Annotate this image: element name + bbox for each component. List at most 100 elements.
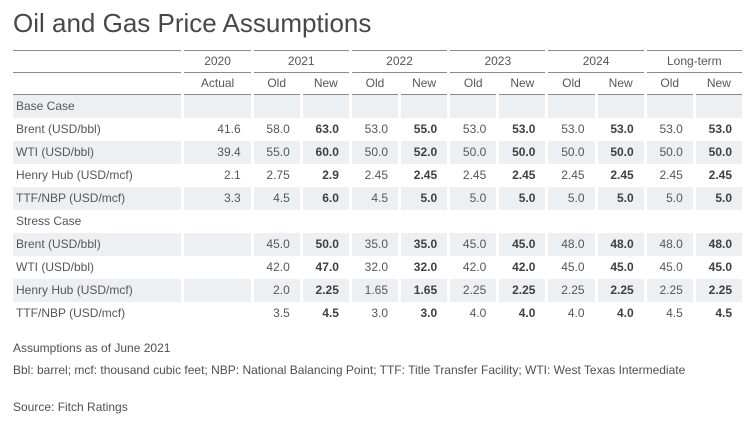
value-cell: 53.0 — [462, 122, 487, 137]
value-cell: 2.45 — [364, 168, 389, 183]
value-cell: 2.25 — [499, 278, 546, 302]
value-cell: 1.65 — [401, 278, 448, 302]
year-header: 2020 — [184, 49, 251, 73]
value-cell: 6.0 — [302, 186, 349, 210]
value-cell: 50.0 — [646, 140, 693, 164]
value-cell: 5.0 — [499, 186, 546, 210]
value-cell: 45.0 — [499, 232, 546, 256]
table-corner — [13, 49, 182, 73]
year-header: 2021 — [253, 49, 349, 73]
value-cell — [184, 256, 250, 279]
value-cell: 2.25 — [548, 278, 595, 302]
value-cell: 58.0 — [266, 122, 290, 137]
value-cell: 2.0 — [253, 278, 300, 302]
section-header-row: Base Case — [13, 94, 742, 118]
section-header-row: Stress Case — [13, 210, 742, 233]
value-cell: 53.0 — [610, 122, 634, 137]
empty-cell — [303, 210, 349, 233]
value-cell: 48.0 — [695, 232, 742, 256]
value-cell: 39.4 — [184, 140, 251, 164]
source-attribution: Source: Fitch Ratings — [13, 400, 128, 415]
value-cell: 50.0 — [302, 232, 349, 256]
value-cell: 60.0 — [302, 140, 349, 164]
subcolumn-header: New — [401, 73, 448, 95]
value-cell: 53.0 — [364, 122, 389, 137]
price-assumptions-table: 2020 2021 2022 2023 2024 Long-term Actual Old Ne… — [10, 49, 745, 325]
value-cell: 32.0 — [364, 260, 389, 275]
value-cell: 55.0 — [253, 140, 300, 164]
value-cell: 45.0 — [450, 232, 497, 256]
value-cell: 2.9 — [322, 168, 339, 183]
value-cell: 2.45 — [708, 168, 732, 183]
subcolumn-header: Old — [548, 73, 595, 95]
empty-cell — [184, 94, 251, 118]
value-cell: 52.0 — [401, 140, 448, 164]
value-cell: 53.0 — [561, 122, 585, 137]
value-cell: 4.5 — [322, 306, 339, 321]
value-cell — [184, 232, 251, 256]
value-cell: 50.0 — [351, 140, 399, 164]
value-cell: 2.25 — [646, 278, 693, 302]
empty-cell — [696, 210, 742, 233]
row-label: Henry Hub (USD/mcf) — [13, 278, 182, 302]
table-row: TTF/NBP (USD/mcf) 3.5 4.5 3.0 3.0 4.0 4.0 4.0 4.… — [13, 302, 742, 325]
value-cell: 4.0 — [469, 306, 487, 321]
value-cell: 50.0 — [597, 140, 644, 164]
value-cell: 4.5 — [666, 306, 683, 321]
value-cell: 2.25 — [450, 278, 497, 302]
value-cell: 2.45 — [659, 168, 683, 183]
empty-cell — [352, 210, 398, 233]
value-cell: 32.0 — [413, 260, 438, 275]
value-cell: 4.5 — [253, 186, 300, 210]
table-row: WTI (USD/bbl) 42.0 47.0 32.0 32.0 42.0 42.0 45.… — [13, 256, 742, 279]
row-label: Brent (USD/bbl) — [16, 122, 101, 137]
value-cell: 47.0 — [315, 260, 339, 275]
value-cell: 4.5 — [715, 306, 732, 321]
section-label: Stress Case — [16, 214, 82, 229]
table-row: TTF/NBP (USD/mcf) 3.3 4.5 6.0 4.5 5.0 5.0 5.0 5.… — [13, 186, 742, 210]
value-cell: 3.5 — [273, 306, 290, 321]
empty-cell — [450, 94, 497, 118]
empty-cell — [597, 94, 644, 118]
value-cell: 41.6 — [217, 122, 241, 137]
empty-cell — [253, 94, 300, 118]
value-cell: 2.45 — [512, 168, 536, 183]
value-cell: 50.0 — [450, 140, 497, 164]
value-cell: 2.45 — [462, 168, 487, 183]
subcolumn-header: Old — [450, 73, 497, 95]
year-header: 2024 — [548, 49, 644, 73]
table-row: Henry Hub (USD/mcf) 2.1 2.75 2.9 2.45 2.45 2.4… — [13, 164, 742, 187]
value-cell: 42.0 — [462, 260, 487, 275]
value-cell: 45.0 — [561, 260, 585, 275]
value-cell: 48.0 — [646, 232, 693, 256]
value-cell: 50.0 — [695, 140, 742, 164]
value-cell: 1.65 — [351, 278, 399, 302]
value-cell: 2.25 — [597, 278, 644, 302]
value-cell: 48.0 — [597, 232, 644, 256]
empty-cell — [499, 210, 545, 233]
subcolumn-header: New — [695, 73, 742, 95]
value-cell: 2.45 — [413, 168, 438, 183]
row-label: WTI (USD/bbl) — [13, 140, 182, 164]
value-cell: 5.0 — [450, 186, 497, 210]
value-cell: 45.0 — [610, 260, 634, 275]
empty-cell — [598, 210, 644, 233]
empty-cell — [302, 94, 349, 118]
value-cell: 42.0 — [266, 260, 290, 275]
subcolumn-header: Old — [646, 73, 693, 95]
value-cell: 45.0 — [708, 260, 732, 275]
value-cell: 45.0 — [253, 232, 300, 256]
value-cell: 5.0 — [401, 186, 448, 210]
footnote-as-of: Assumptions as of June 2021 — [13, 340, 171, 355]
value-cell: 50.0 — [548, 140, 595, 164]
subheader-row: Actual Old New Old New Old New Old New Old New — [13, 73, 742, 95]
empty-cell — [647, 210, 693, 233]
subcolumn-header: Old — [253, 73, 300, 95]
year-header: Long-term — [646, 49, 742, 73]
value-cell: 2.25 — [695, 278, 742, 302]
subcolumn-header: New — [302, 73, 349, 95]
value-cell — [184, 278, 251, 302]
table-corner — [13, 73, 182, 95]
value-cell: 2.25 — [302, 278, 349, 302]
empty-cell — [450, 210, 496, 233]
